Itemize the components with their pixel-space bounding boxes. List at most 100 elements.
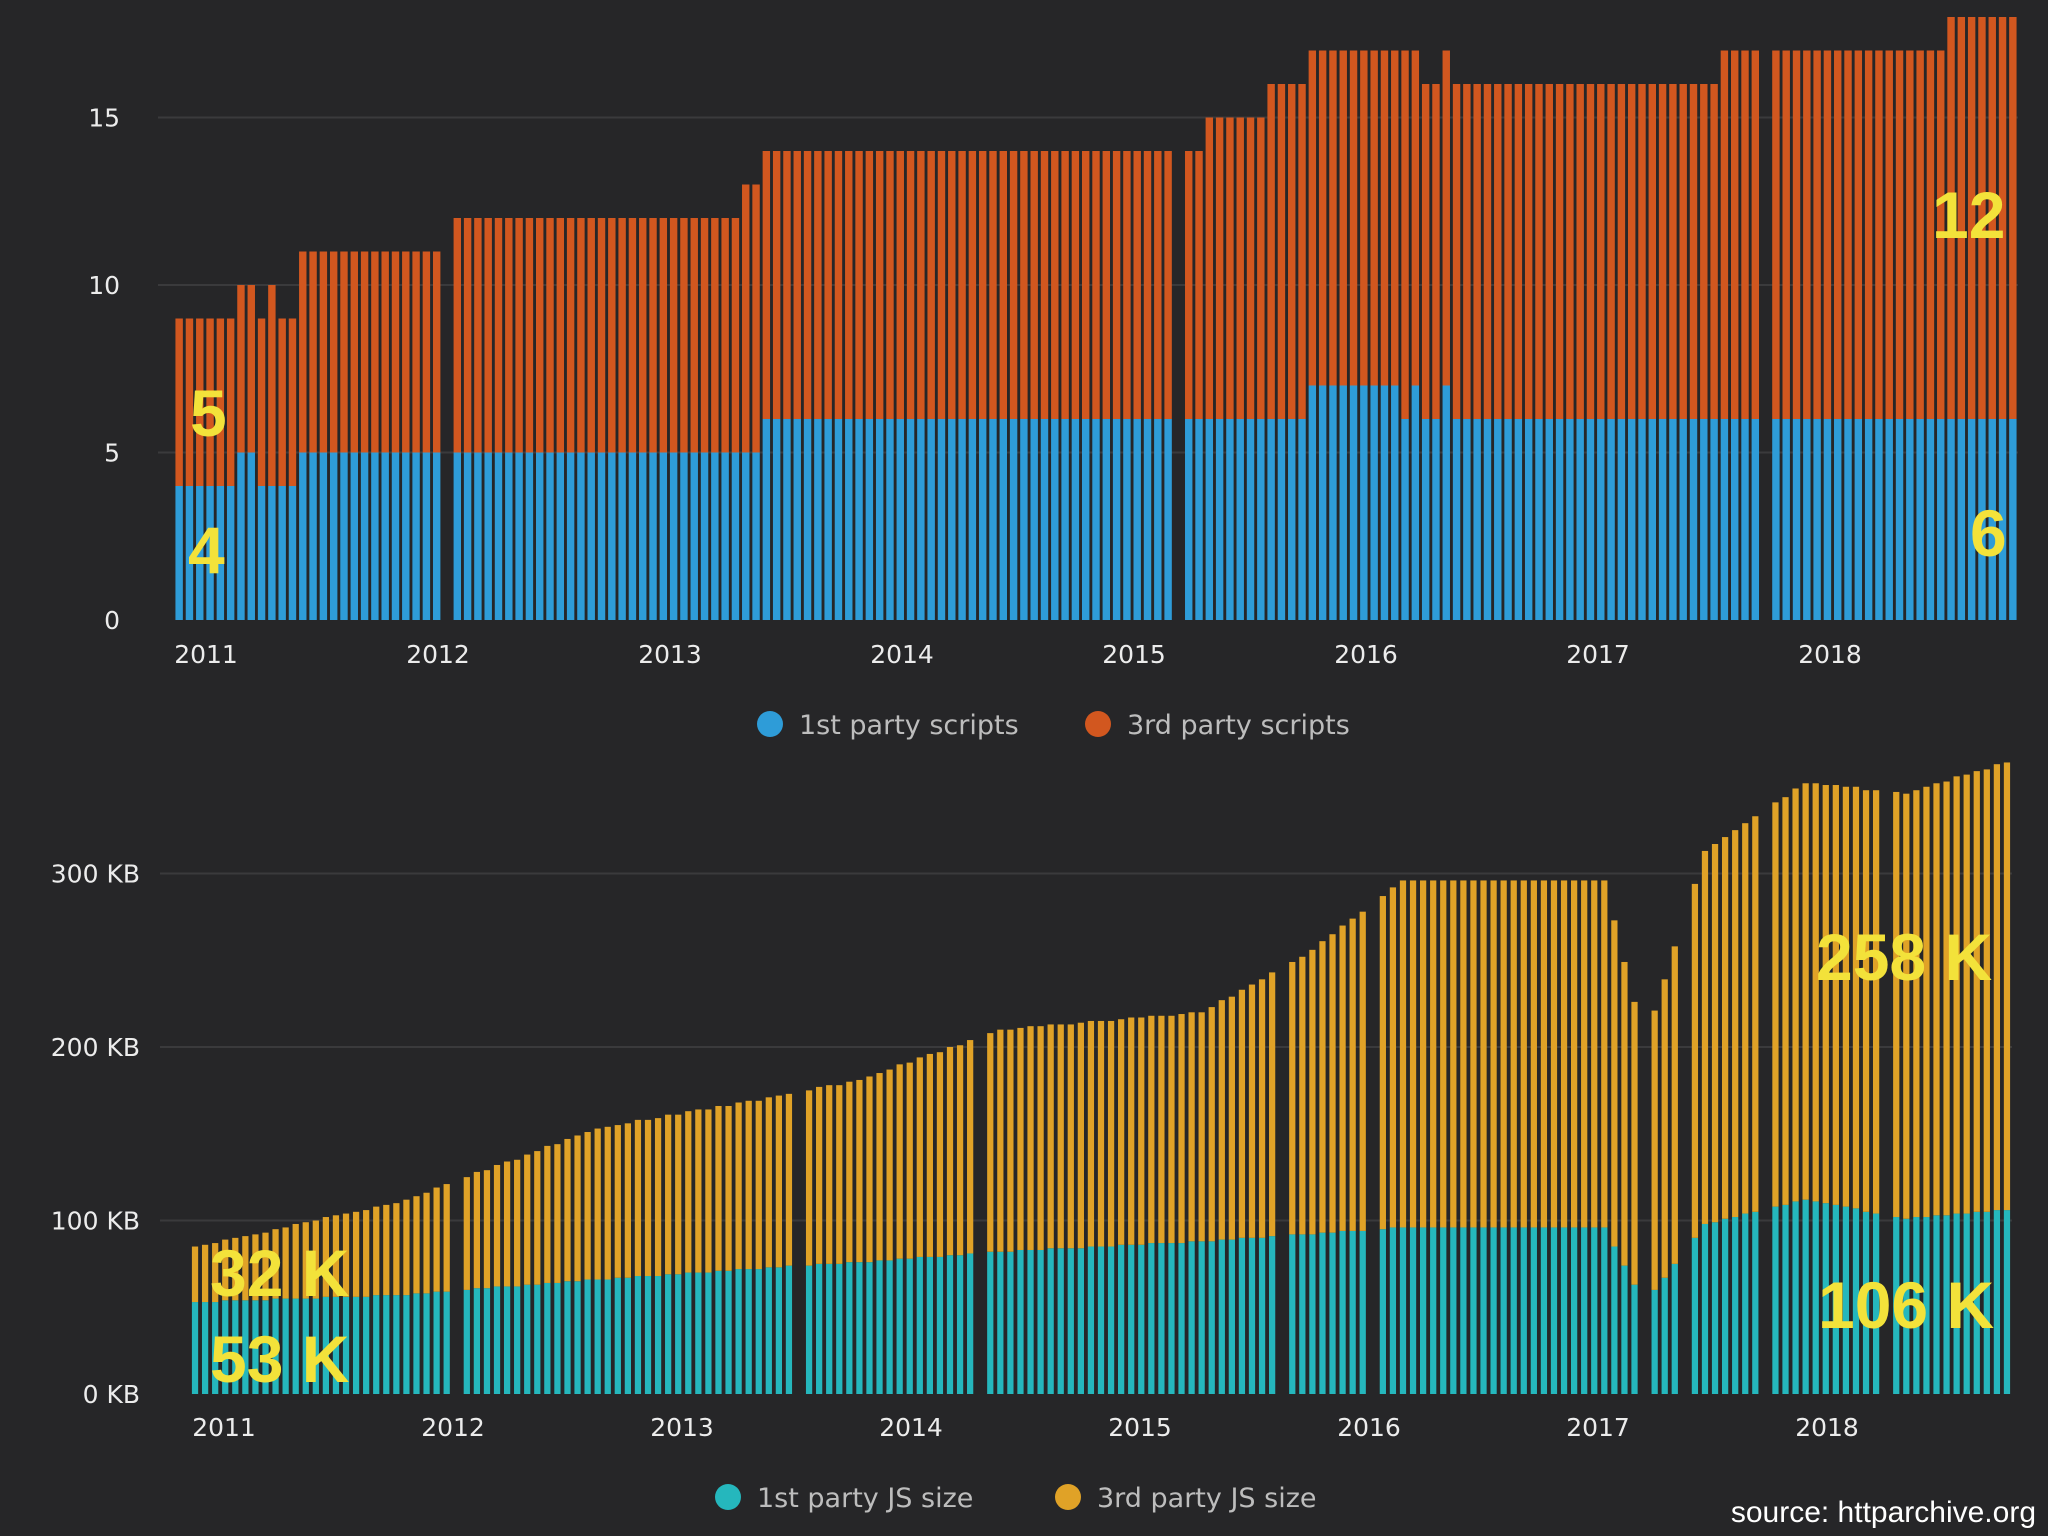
bar-third-party — [1389, 887, 1397, 1228]
bar-third-party — [1792, 788, 1799, 1202]
bar-third-party — [856, 1079, 863, 1263]
bar-third-party — [896, 151, 904, 419]
bar-first-party — [1669, 419, 1677, 620]
bar-first-party — [584, 1279, 591, 1394]
bar-third-party — [1862, 790, 1870, 1212]
bar-third-party — [1967, 17, 1976, 419]
bar-third-party — [1277, 84, 1286, 419]
bar-third-party — [216, 318, 225, 486]
bar-first-party — [618, 452, 626, 620]
bar-first-party — [1792, 1201, 1799, 1394]
bar-third-party — [685, 1111, 692, 1273]
bar-third-party — [906, 151, 915, 419]
bar-first-party — [534, 1284, 541, 1394]
bar-first-party — [896, 419, 904, 620]
bar-third-party — [1037, 1026, 1044, 1250]
bar-first-party — [1218, 1239, 1225, 1394]
annotation-first-party-count-end: 6 — [1970, 496, 2007, 570]
bar-first-party — [1359, 1230, 1366, 1394]
bar-first-party — [484, 452, 492, 620]
bar-third-party — [1148, 1015, 1155, 1244]
bar-first-party — [473, 1288, 481, 1394]
bar-third-party — [783, 151, 791, 419]
bar-first-party — [1087, 1246, 1095, 1394]
bar-third-party — [675, 1114, 682, 1275]
bar-first-party — [1205, 419, 1214, 620]
bar-first-party — [1691, 1237, 1699, 1394]
bar-first-party — [1885, 419, 1893, 620]
bar-third-party — [1621, 961, 1628, 1266]
bar-third-party — [775, 1095, 782, 1268]
bar-third-party — [1872, 790, 1880, 1214]
bar-first-party — [1741, 419, 1749, 620]
bar-third-party — [1318, 50, 1327, 386]
bar-first-party — [1555, 419, 1564, 620]
legend-label-3rd-party-js-size: 3rd party JS size — [1097, 1483, 1317, 1514]
bar-first-party — [866, 1262, 873, 1394]
bar-third-party — [515, 218, 523, 453]
bar-third-party — [1926, 50, 1935, 419]
bar-third-party — [1359, 911, 1366, 1231]
bar-third-party — [1993, 764, 2001, 1211]
bar-first-party — [1823, 419, 1832, 620]
bar-first-party — [1158, 1243, 1165, 1394]
bar-third-party — [1524, 84, 1533, 419]
bar-first-party — [1020, 419, 1028, 620]
bar-first-party — [1601, 1227, 1608, 1394]
bar-third-party — [432, 251, 441, 453]
bar-third-party — [1257, 117, 1265, 419]
bar-first-party — [1185, 419, 1193, 620]
bar-third-party — [608, 218, 616, 453]
bar-first-party — [956, 1255, 964, 1394]
bar-third-party — [1205, 117, 1214, 419]
bar-third-party — [1470, 880, 1477, 1228]
bar-first-party — [597, 452, 606, 620]
bar-third-party — [332, 1215, 340, 1297]
bar-first-party — [826, 1263, 833, 1395]
bar-first-party — [1617, 419, 1626, 620]
bar-third-party — [1460, 880, 1467, 1228]
bar-third-party — [896, 1064, 903, 1259]
y-tick-label: 100 KB — [51, 1207, 140, 1236]
legend-swatch-3rd-party-js-size — [1055, 1484, 1081, 1510]
bar-third-party — [1514, 84, 1523, 419]
x-tick-label: 2014 — [870, 640, 934, 669]
bar-first-party — [1226, 419, 1234, 620]
bar-first-party — [644, 1276, 652, 1394]
bar-first-party — [1092, 419, 1100, 620]
bar-first-party — [515, 452, 523, 620]
bar-third-party — [474, 218, 482, 453]
bar-third-party — [1671, 946, 1678, 1264]
bar-third-party — [1349, 918, 1356, 1231]
bar-third-party — [1208, 1007, 1215, 1242]
bar-third-party — [1123, 151, 1131, 419]
bar-third-party — [206, 318, 214, 486]
bar-first-party — [237, 452, 245, 620]
bar-first-party — [1520, 1227, 1527, 1394]
bar-third-party — [373, 1206, 380, 1296]
bar-first-party — [968, 419, 977, 620]
bar-third-party — [1118, 1019, 1125, 1245]
bar-first-party — [1621, 1265, 1628, 1394]
x-tick-label: 2011 — [192, 1413, 256, 1442]
bar-third-party — [1128, 1017, 1135, 1245]
bar-third-party — [624, 1123, 631, 1278]
bar-third-party — [1937, 50, 1945, 419]
bar-first-party — [403, 1295, 410, 1394]
bar-third-party — [1983, 769, 1990, 1212]
bar-third-party — [1792, 50, 1801, 419]
bar-first-party — [875, 419, 884, 620]
bar-first-party — [1215, 419, 1224, 620]
bar-first-party — [1238, 1237, 1246, 1394]
bar-third-party — [288, 318, 297, 486]
bar-third-party — [987, 1033, 994, 1252]
bar-third-party — [247, 285, 255, 453]
bar-first-party — [342, 1296, 350, 1394]
bar-first-party — [1638, 419, 1646, 620]
bar-third-party — [322, 1217, 330, 1297]
bar-third-party — [1061, 151, 1069, 419]
bar-third-party — [1440, 880, 1447, 1228]
bar-first-party — [433, 1291, 440, 1394]
annotation-third-party-count-start: 5 — [190, 376, 227, 450]
bar-first-party — [1875, 419, 1883, 620]
